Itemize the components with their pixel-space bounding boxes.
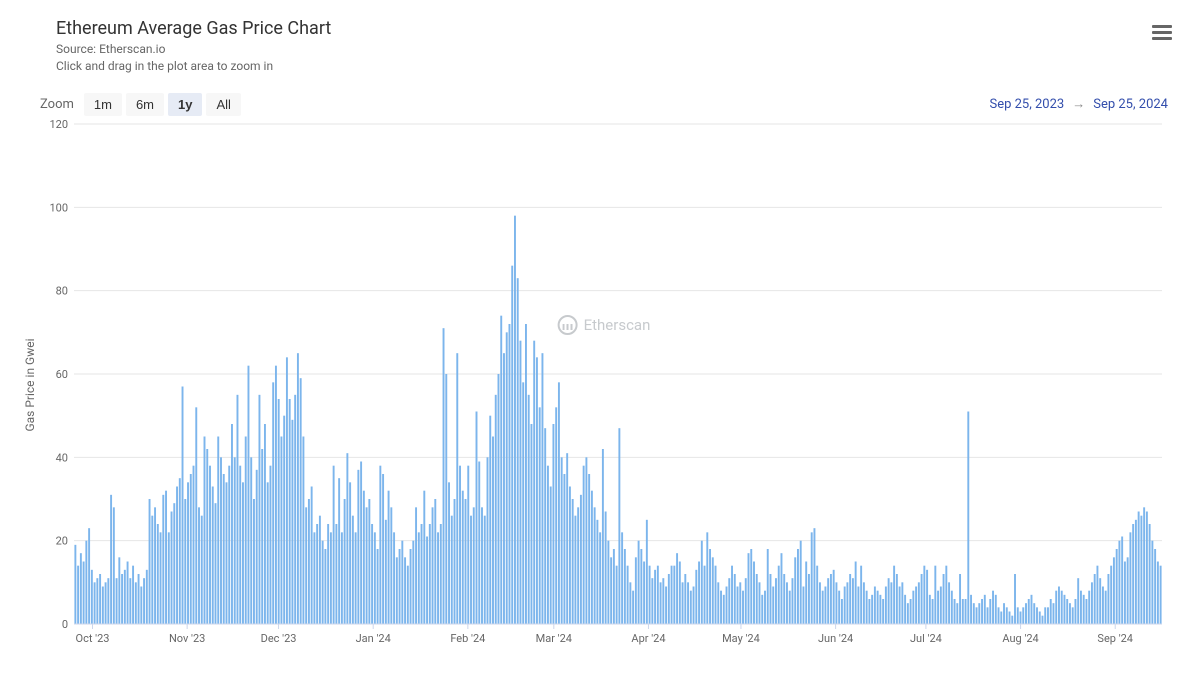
zoom-button-1m[interactable]: 1m [84, 93, 122, 116]
chart-menu-icon[interactable] [1152, 22, 1172, 40]
chart-svg: 0 20 40 60 80 100 120 Oct '23 Nov '23 Dec '23 Jan … [40, 120, 1168, 650]
svg-text:Mar '24: Mar '24 [536, 632, 572, 645]
svg-text:Feb '24: Feb '24 [450, 632, 485, 645]
svg-text:Oct '23: Oct '23 [76, 632, 110, 645]
y-axis-label: Gas Price in Gwei [23, 338, 37, 431]
chart-controls-row: Zoom 1m 6m 1y All Sep 25, 2023 → Sep 25,… [28, 93, 1172, 116]
zoom-button-1y[interactable]: 1y [168, 93, 202, 116]
arrow-right-icon: → [1072, 96, 1085, 112]
svg-text:Nov '23: Nov '23 [169, 632, 205, 645]
svg-text:Jul '24: Jul '24 [910, 632, 942, 645]
chart-container: Ethereum Average Gas Price Chart Source:… [0, 0, 1200, 678]
date-range-from: Sep 25, 2023 [989, 97, 1064, 112]
chart-subtitle-source: Source: Etherscan.io [56, 41, 1172, 58]
svg-text:100: 100 [49, 201, 68, 214]
svg-text:0: 0 [62, 618, 68, 631]
svg-text:Sep '24: Sep '24 [1097, 632, 1133, 645]
zoom-label: Zoom [40, 97, 74, 112]
date-range-picker[interactable]: Sep 25, 2023 → Sep 25, 2024 [989, 96, 1168, 112]
date-range-to: Sep 25, 2024 [1093, 97, 1168, 112]
chart-title: Ethereum Average Gas Price Chart [56, 18, 1172, 39]
zoom-button-all[interactable]: All [206, 93, 240, 116]
svg-text:May '24: May '24 [722, 632, 760, 645]
svg-text:Aug '24: Aug '24 [1002, 632, 1038, 645]
svg-text:Dec '23: Dec '23 [261, 632, 297, 645]
svg-text:40: 40 [56, 451, 68, 464]
zoom-button-6m[interactable]: 6m [126, 93, 164, 116]
svg-text:20: 20 [56, 534, 68, 547]
svg-text:60: 60 [56, 368, 68, 381]
svg-text:80: 80 [56, 284, 68, 297]
chart-plot-area[interactable]: Gas Price in Gwei Etherscan 020406080100… [40, 120, 1168, 650]
zoom-button-group: Zoom 1m 6m 1y All [40, 93, 241, 116]
svg-text:120: 120 [49, 120, 68, 131]
svg-text:Jan '24: Jan '24 [356, 632, 391, 645]
chart-subtitle-hint: Click and drag in the plot area to zoom … [56, 58, 1172, 75]
svg-text:Jun '24: Jun '24 [818, 632, 853, 645]
svg-text:Apr '24: Apr '24 [631, 632, 665, 645]
